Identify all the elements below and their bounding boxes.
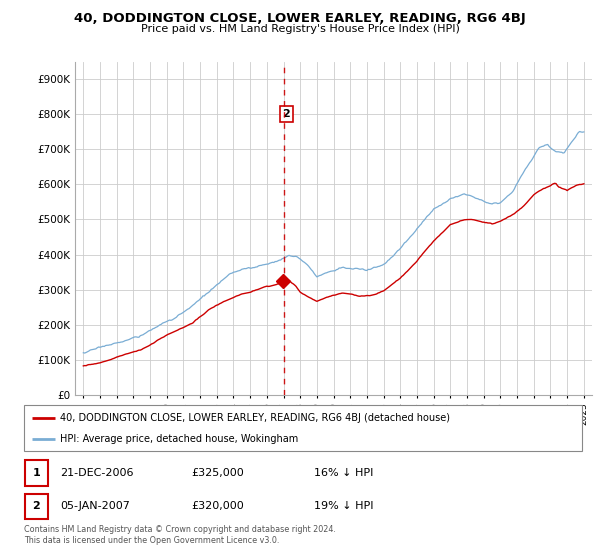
Text: 40, DODDINGTON CLOSE, LOWER EARLEY, READING, RG6 4BJ: 40, DODDINGTON CLOSE, LOWER EARLEY, READ… [74,12,526,25]
Text: 2: 2 [32,501,40,511]
FancyBboxPatch shape [25,493,48,519]
Text: Price paid vs. HM Land Registry's House Price Index (HPI): Price paid vs. HM Land Registry's House … [140,24,460,34]
Text: 19% ↓ HPI: 19% ↓ HPI [314,501,374,511]
Text: Contains HM Land Registry data © Crown copyright and database right 2024.
This d: Contains HM Land Registry data © Crown c… [24,525,336,545]
Text: £320,000: £320,000 [191,501,244,511]
Text: 40, DODDINGTON CLOSE, LOWER EARLEY, READING, RG6 4BJ (detached house): 40, DODDINGTON CLOSE, LOWER EARLEY, READ… [60,413,450,423]
Text: £325,000: £325,000 [191,468,244,478]
FancyBboxPatch shape [24,405,582,451]
Text: 05-JAN-2007: 05-JAN-2007 [60,501,130,511]
Text: 16% ↓ HPI: 16% ↓ HPI [314,468,374,478]
Text: 1: 1 [32,468,40,478]
Text: 21-DEC-2006: 21-DEC-2006 [60,468,134,478]
FancyBboxPatch shape [25,460,48,486]
Text: HPI: Average price, detached house, Wokingham: HPI: Average price, detached house, Woki… [60,435,299,444]
Text: 2: 2 [283,109,290,119]
